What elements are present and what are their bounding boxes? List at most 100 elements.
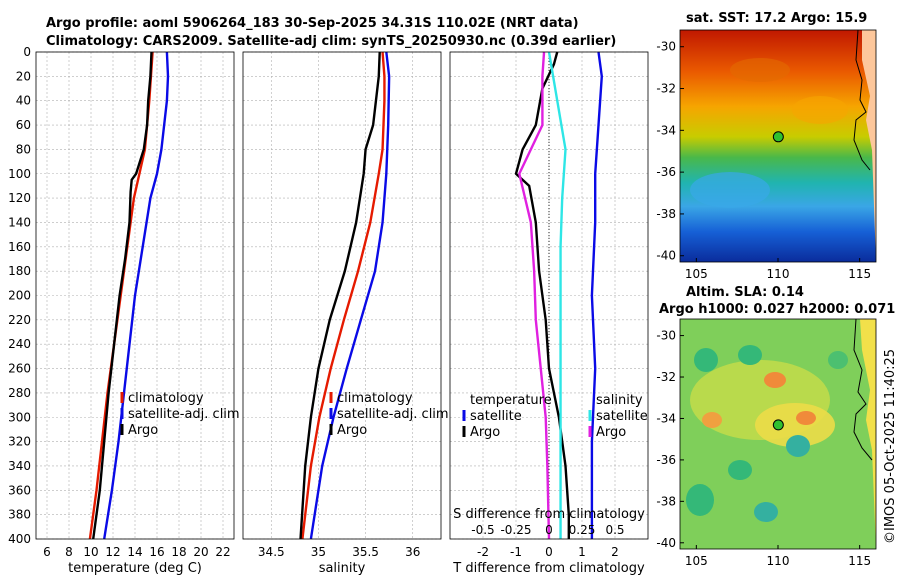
x-tick-label: 18 (171, 545, 186, 559)
map-y-tick-label: -34 (656, 123, 676, 137)
y-tick-label: 160 (8, 240, 31, 254)
legend-title: salinity (596, 393, 643, 408)
secondary-x-tick-label: 0.5 (605, 523, 624, 537)
argo-position-marker (772, 419, 784, 431)
legend-label: climatology (337, 391, 413, 406)
legend-label: satellite-adj. clim (128, 407, 240, 422)
legend-label: satellite (470, 409, 522, 424)
map-y-tick-label: -34 (656, 411, 676, 425)
sst-blob (730, 58, 790, 82)
x-axis-label: temperature (deg C) (68, 561, 202, 576)
sst-map: sat. SST: 17.2 Argo: 15.9 105 110 115 -30 -3… (656, 11, 877, 281)
sst-map-title: sat. SST: 17.2 Argo: 15.9 (686, 11, 867, 26)
series-temperature-argo (514, 51, 570, 539)
map-y-tick-label: -36 (656, 453, 676, 467)
legend-label: Argo (337, 423, 367, 438)
series-salinity-argo (518, 51, 551, 540)
y-tick-label: 300 (8, 410, 31, 424)
legend-label: Argo (128, 423, 158, 438)
series-satellite-adj-clim (103, 51, 170, 540)
legend-label: Argo (596, 425, 626, 440)
sla-blob (728, 460, 752, 480)
series-climatology (301, 51, 386, 540)
temperature-panel: 0 20 40 60 80 100 120 140 160 180 200 220 240 260 280 3… (8, 45, 240, 576)
y-tick-label: 400 (8, 532, 31, 546)
sla-blob (828, 351, 848, 369)
sla-blob (755, 403, 835, 447)
legend-label: climatology (128, 391, 204, 406)
legend-label: satellite-adj. clim (337, 407, 449, 422)
y-tick-label: 360 (8, 483, 31, 497)
secondary-x-tick-label: 0.25 (569, 523, 596, 537)
y-tick-label: 320 (8, 435, 31, 449)
legend-label: satellite (596, 409, 648, 424)
x-tick-label: 10 (83, 545, 98, 559)
map-y-tick-label: -38 (656, 494, 676, 508)
map-y-tick-label: -30 (656, 40, 676, 54)
x-tick-label: 14 (127, 545, 142, 559)
sla-blob (694, 348, 718, 372)
map-x-tick-label: 105 (685, 267, 708, 281)
x-tick-label: 2 (611, 545, 619, 559)
secondary-x-tick-label: -0.25 (500, 523, 531, 537)
map-x-tick-label: 115 (848, 554, 871, 568)
y-tick-label: 220 (8, 313, 31, 327)
map-y-tick-label: -40 (656, 536, 676, 550)
y-tick-label: 0 (23, 45, 31, 59)
map-y-tick-label: -40 (656, 249, 676, 263)
y-tick-label: 240 (8, 337, 31, 351)
axes-frame (35, 51, 235, 540)
y-tick-label: 20 (16, 69, 31, 83)
y-tick-label: 340 (8, 459, 31, 473)
y-tick-label: 180 (8, 264, 31, 278)
difference-panel: -2 -1 0 1 2temperaturesatelliteArgosalinitys… (449, 51, 649, 576)
sla-coastline (853, 319, 873, 461)
map-y-tick-label: -32 (656, 82, 676, 96)
sla-blob (786, 435, 810, 457)
sla-land (860, 319, 876, 549)
series-argo (299, 51, 381, 540)
legend-label: Argo (470, 425, 500, 440)
series-argo (92, 51, 153, 540)
y-tick-label: 80 (16, 142, 31, 156)
sla-map-subtitle: Argo h1000: 0.027 h2000: 0.071 (659, 302, 895, 317)
sla-blob (702, 412, 722, 428)
secondary-x-axis-label: S difference from climatology (453, 507, 645, 522)
title-line-2: Climatology: CARS2009. Satellite-adj cli… (46, 34, 616, 49)
x-tick-label: 12 (105, 545, 120, 559)
y-tick-label: 100 (8, 167, 31, 181)
axes-frame (449, 51, 649, 540)
sla-blob (738, 345, 762, 365)
sla-blob (754, 502, 778, 522)
x-tick-label: 20 (193, 545, 208, 559)
x-tick-label: 36 (405, 545, 420, 559)
y-tick-label: 280 (8, 386, 31, 400)
secondary-x-tick-label: -0.5 (471, 523, 494, 537)
map-x-tick-label: 115 (848, 267, 871, 281)
series-temperature-satellite (590, 51, 603, 539)
map-y-tick-label: -30 (656, 329, 676, 343)
map-y-tick-label: -32 (656, 370, 676, 384)
argo-position-marker (772, 131, 784, 143)
map-x-tick-label: 110 (767, 267, 790, 281)
x-tick-label: 16 (149, 545, 164, 559)
x-tick-label: 22 (215, 545, 230, 559)
title-line-1: Argo profile: aoml 5906264_183 30-Sep-20… (46, 16, 579, 31)
sst-coastline (853, 30, 871, 171)
salinity-panel: 34.5 35 35.5 36 salinity climatologysatellite… (242, 51, 449, 576)
y-tick-label: 260 (8, 362, 31, 376)
x-tick-label: 1 (578, 545, 586, 559)
sst-blob (792, 96, 848, 124)
x-tick-label: 0 (545, 545, 553, 559)
sla-blob (764, 372, 786, 388)
secondary-x-tick-label: 0 (545, 523, 553, 537)
x-tick-label: 8 (65, 545, 73, 559)
y-tick-label: 60 (16, 118, 31, 132)
x-tick-label: 35.5 (352, 545, 379, 559)
y-tick-label: 380 (8, 508, 31, 522)
y-tick-label: 120 (8, 191, 31, 205)
x-tick-label: -2 (477, 545, 489, 559)
copyright-stamp: ©IMOS 05-Oct-2025 11:40:25 (883, 349, 898, 544)
map-y-tick-label: -36 (656, 165, 676, 179)
